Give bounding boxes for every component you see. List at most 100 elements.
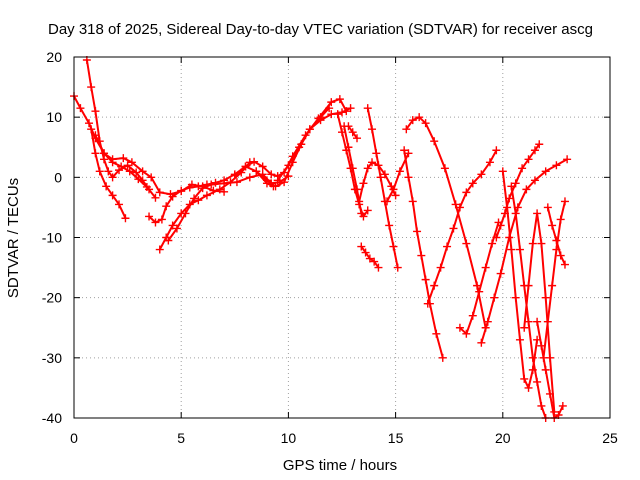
data-point: [344, 143, 353, 152]
chart-title: Day 318 of 2025, Sidereal Day-to-day VTE…: [48, 21, 593, 38]
data-point: [220, 187, 229, 196]
series-arc-3: [87, 125, 130, 223]
data-point: [481, 263, 490, 272]
data-point: [449, 224, 458, 233]
data-point: [488, 239, 497, 248]
data-point: [524, 155, 533, 164]
data-point: [380, 170, 389, 179]
data-point: [145, 212, 154, 221]
data-point: [511, 209, 520, 218]
data-point: [408, 116, 417, 125]
data-point: [543, 203, 552, 212]
data-point: [462, 329, 471, 338]
data-point: [115, 200, 124, 209]
x-tick-label: 0: [70, 430, 78, 446]
series-arc-17: [383, 149, 413, 206]
data-point: [515, 245, 524, 254]
data-point: [359, 179, 368, 188]
data-point: [563, 155, 572, 164]
plot-frame: [73, 56, 611, 419]
data-point: [524, 383, 533, 392]
data-point: [232, 178, 241, 187]
series-trace: [403, 149, 444, 359]
data-point: [524, 281, 533, 290]
data-point: [348, 164, 357, 173]
data-point: [533, 317, 542, 326]
data-point: [127, 158, 136, 167]
data-point: [365, 254, 374, 263]
data-point: [87, 83, 96, 92]
y-tick-label: -20: [42, 290, 62, 306]
data-point: [490, 293, 499, 302]
data-point: [119, 154, 128, 163]
data-point: [151, 193, 160, 202]
series-arc-13: [344, 122, 362, 143]
data-point: [338, 108, 346, 117]
data-point: [262, 176, 271, 185]
series-arc-10: [273, 104, 334, 185]
data-point: [100, 149, 109, 158]
data-point: [230, 171, 239, 180]
series-arc-23: [492, 140, 544, 242]
data-point: [528, 353, 537, 362]
data-point: [507, 245, 516, 254]
data-point: [492, 146, 501, 155]
x-tick-label: 5: [177, 430, 185, 446]
data-point: [273, 176, 282, 185]
data-point: [376, 173, 385, 182]
data-point: [198, 184, 207, 193]
series-arc-14: [355, 158, 400, 206]
series-arc-18: [400, 146, 447, 362]
data-point: [404, 173, 413, 182]
series-arc-20: [423, 146, 501, 308]
series-arc-27: [533, 317, 567, 422]
data-point: [76, 104, 85, 113]
series-layer: [70, 56, 572, 422]
data-point: [267, 170, 276, 179]
data-point: [535, 140, 544, 149]
data-point: [548, 221, 557, 230]
data-point: [252, 167, 261, 176]
series-arc-12: [340, 122, 366, 218]
data-point: [157, 215, 166, 224]
data-point: [194, 182, 203, 191]
series-arc-24: [498, 167, 542, 392]
data-point: [537, 239, 546, 248]
series-arc-26: [520, 209, 559, 416]
data-point: [496, 221, 505, 230]
data-point: [305, 125, 314, 134]
data-point: [518, 164, 527, 173]
data-point: [134, 175, 143, 184]
data-point: [190, 194, 199, 203]
data-point: [250, 157, 259, 166]
data-point: [391, 191, 400, 200]
data-point: [440, 164, 449, 173]
data-point: [477, 170, 486, 179]
series-arc-22: [477, 155, 572, 347]
data-point: [545, 389, 554, 398]
data-point: [207, 180, 216, 189]
data-point: [327, 98, 336, 107]
data-point: [357, 242, 366, 251]
data-point: [385, 221, 394, 230]
data-point: [102, 182, 111, 191]
data-point: [408, 197, 417, 206]
data-point: [147, 173, 156, 182]
data-point: [168, 192, 177, 201]
data-point: [533, 377, 542, 386]
data-point: [85, 119, 94, 128]
data-point: [522, 185, 531, 194]
data-point: [91, 149, 100, 158]
data-point: [125, 167, 134, 176]
data-point: [280, 178, 289, 187]
data-point: [202, 191, 211, 200]
data-point: [496, 269, 505, 278]
data-point: [475, 287, 484, 296]
data-point: [194, 196, 203, 205]
data-point: [368, 125, 377, 134]
data-point: [443, 242, 452, 251]
data-point: [87, 125, 96, 134]
series-trace: [386, 152, 410, 203]
data-point: [468, 311, 477, 320]
